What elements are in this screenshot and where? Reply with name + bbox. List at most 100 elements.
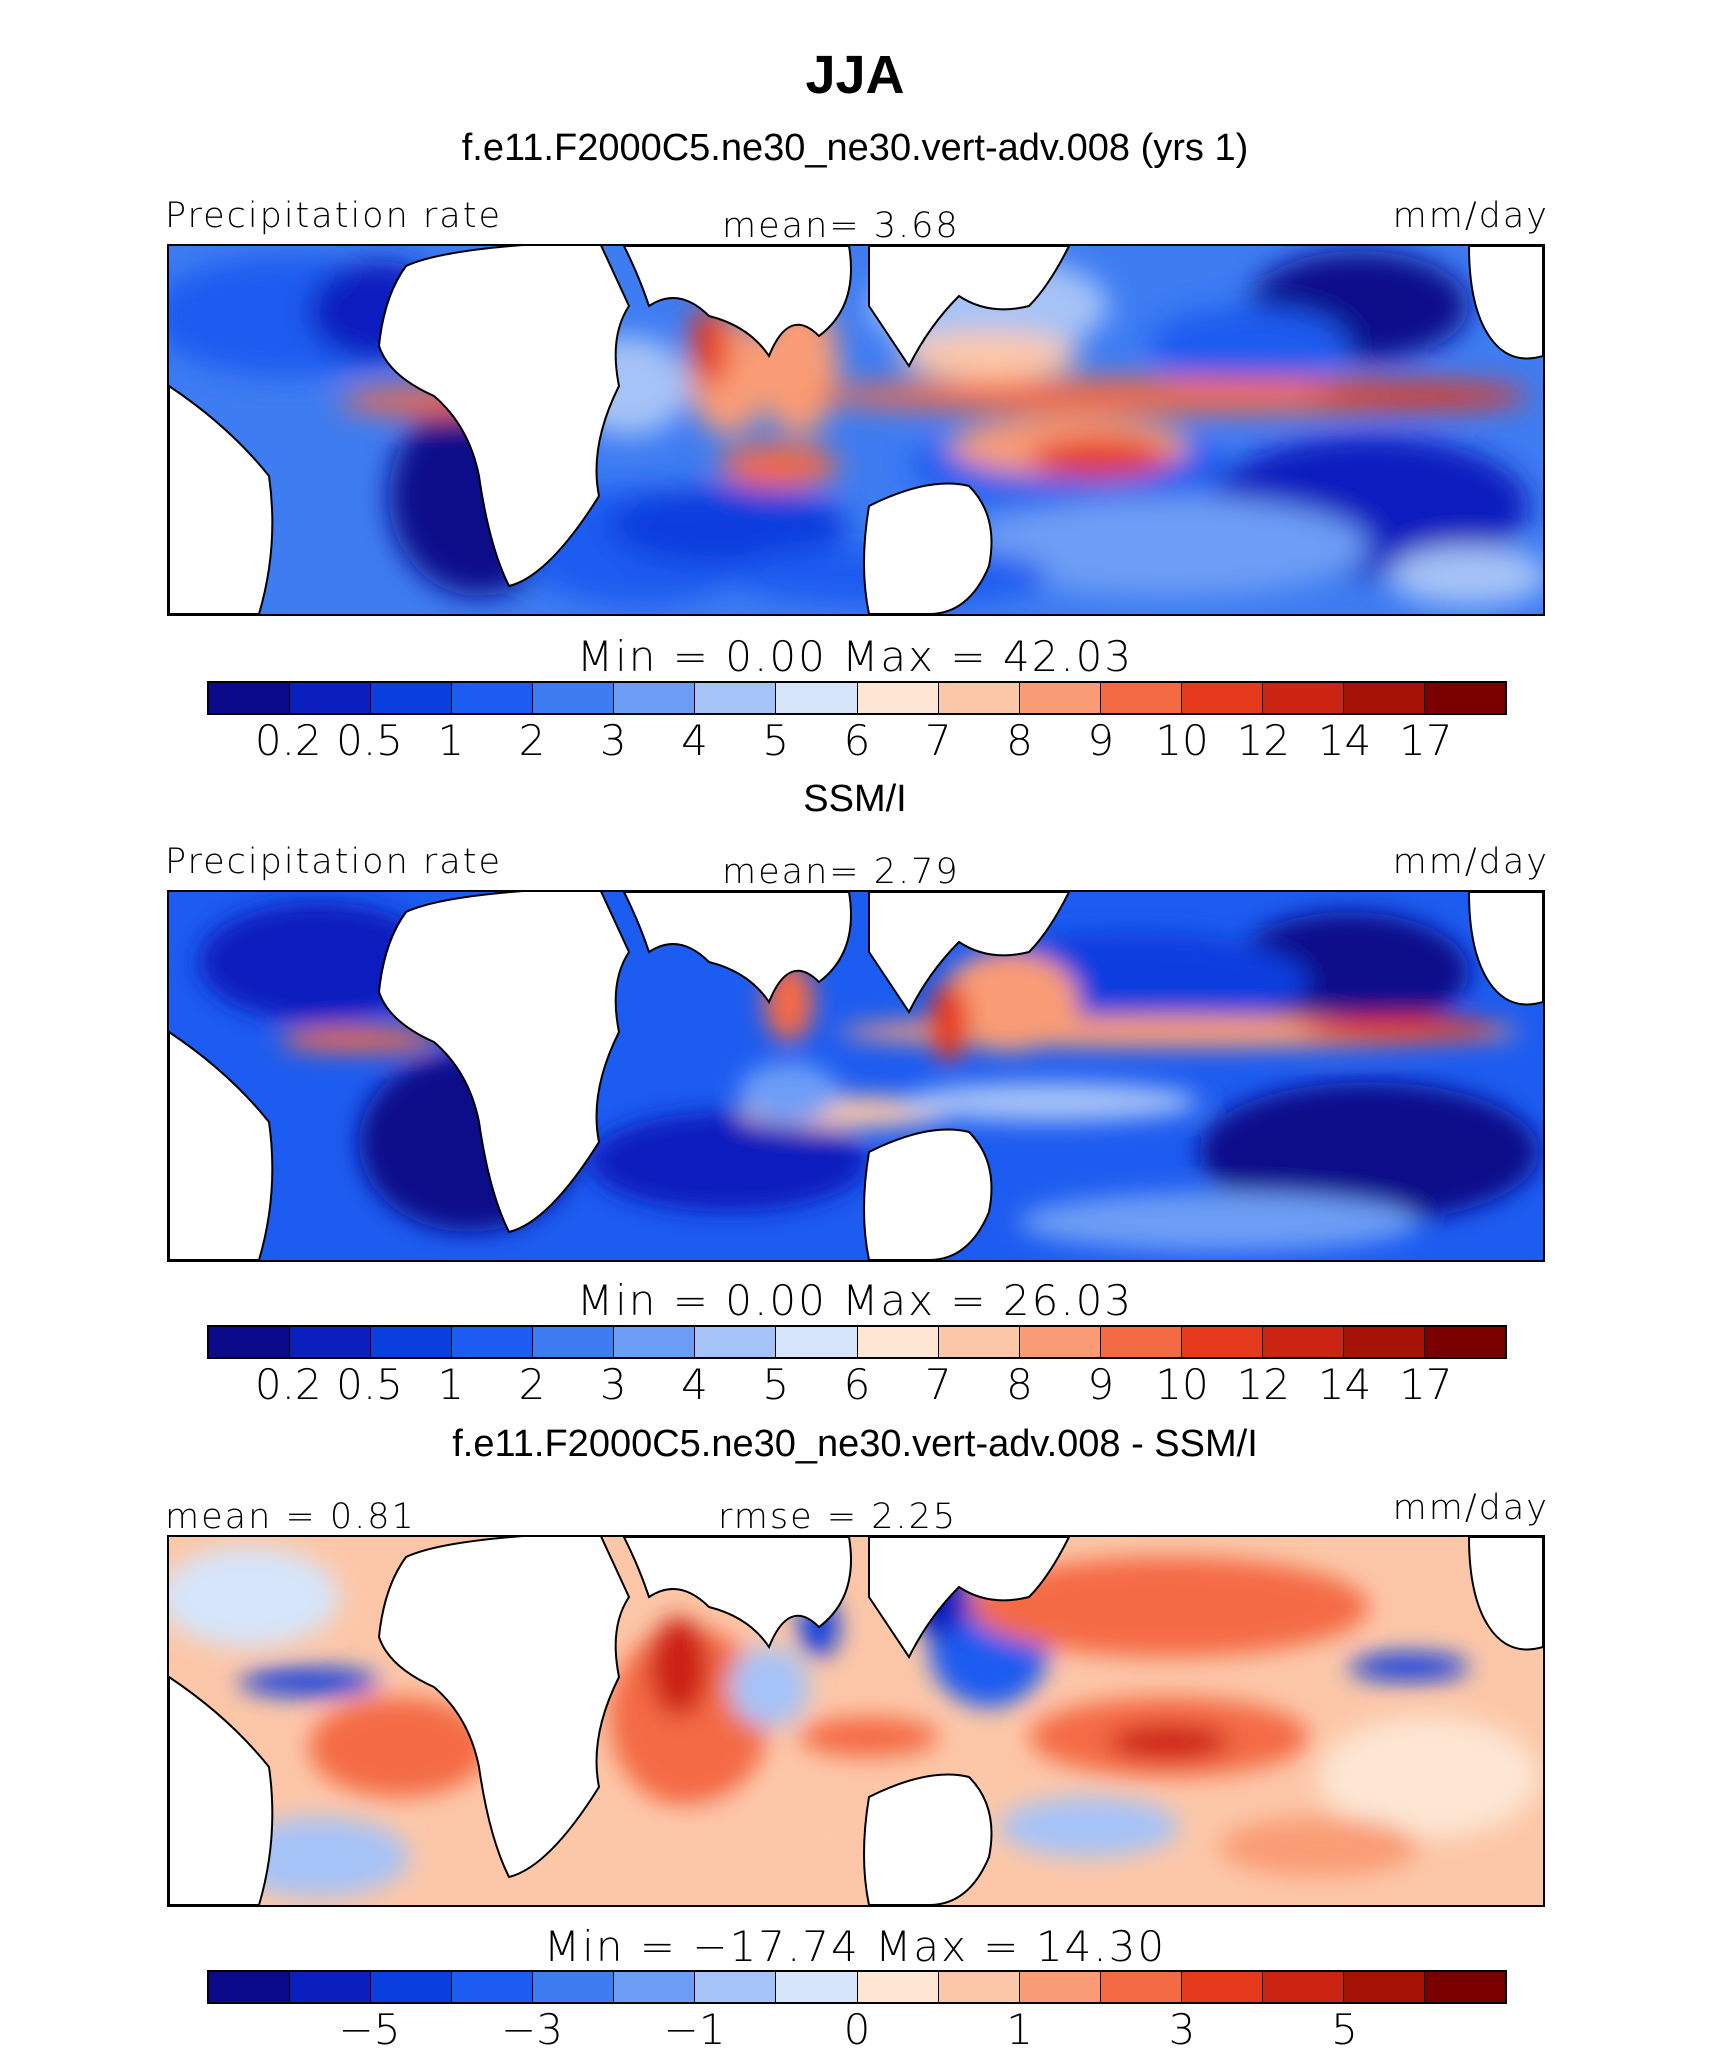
panel-1-minmax: Min = 0.00 Max = 42.03 (576, 632, 1134, 681)
panel-3-colorbar (207, 1970, 1507, 2004)
colorbar-tick-label: 3 (1168, 2005, 1196, 2054)
landmass-south-america (169, 384, 274, 614)
panel-2-variable-label: Precipitation rate (165, 842, 502, 882)
colorbar-swatch (857, 1327, 939, 1357)
colorbar-swatch (857, 1972, 939, 2002)
panel-2-units-label: mm/day (1392, 842, 1549, 882)
colorbar-swatch (1424, 683, 1505, 713)
colorbar-swatch (452, 1972, 534, 2002)
colorbar-swatch (857, 683, 939, 713)
colorbar-swatch (695, 1327, 777, 1357)
colorbar-tick-label: 10 (1155, 716, 1209, 765)
panel-2-map (167, 890, 1545, 1262)
colorbar-tick-label: 9 (1087, 1360, 1115, 1409)
landmass-south-america (169, 1030, 274, 1260)
colorbar-swatch (695, 683, 777, 713)
colorbar-tick-label: 0.2 (254, 716, 322, 765)
colorbar-tick-label: 2 (518, 716, 546, 765)
colorbar-swatch (938, 683, 1020, 713)
colorbar-tick-label: −5 (338, 2005, 401, 2054)
landmass-asia (622, 246, 852, 359)
colorbar-tick-label: 12 (1236, 716, 1290, 765)
colorbar-tick-label: 6 (843, 716, 871, 765)
panel-1-colorbar (207, 681, 1507, 715)
colorbar-tick-label: 2 (518, 1360, 546, 1409)
landmass-africa (377, 1537, 631, 1879)
colorbar-swatch (938, 1972, 1020, 2002)
colorbar-swatch (1181, 1972, 1263, 2002)
colorbar-tick-label: 0 (843, 2005, 871, 2054)
panel-3-units-label: mm/day (1392, 1488, 1549, 1528)
landmass-north-america (1467, 246, 1543, 360)
colorbar-tick-label: 1 (1006, 2005, 1033, 2054)
colorbar-tick-label: 14 (1317, 716, 1372, 765)
colorbar-tick-label: 5 (1331, 2005, 1358, 2054)
colorbar-tick-label: 1 (437, 1360, 465, 1409)
landmass-east-asia (868, 892, 1071, 1014)
colorbar-swatch (938, 1327, 1020, 1357)
colorbar-tick-label: 17 (1399, 716, 1453, 765)
colorbar-swatch (533, 1972, 615, 2002)
colorbar-tick-label: 3 (599, 716, 627, 765)
colorbar-tick-label: 6 (843, 1360, 871, 1409)
colorbar-swatch (1262, 1327, 1344, 1357)
colorbar-swatch (371, 1972, 453, 2002)
colorbar-swatch (452, 1327, 534, 1357)
panel-2-colorbar (207, 1325, 1507, 1359)
panel-2-map-svg (169, 892, 1543, 1260)
colorbar-tick-label: 0.2 (254, 1360, 322, 1409)
landmass-australia (863, 482, 993, 614)
panel-3-map (167, 1535, 1545, 1907)
colorbar-swatch (1424, 1972, 1505, 2002)
colorbar-tick-label: 14 (1317, 1360, 1372, 1409)
colorbar-swatch (1019, 1327, 1101, 1357)
colorbar-tick-label: 4 (681, 1360, 708, 1409)
colorbar-tick-label: 3 (599, 1360, 627, 1409)
colorbar-swatch (1343, 1972, 1425, 2002)
colorbar-swatch (1343, 683, 1425, 713)
landmass-north-america (1467, 892, 1543, 1006)
colorbar-tick-label: 17 (1399, 1360, 1453, 1409)
colorbar-swatch (614, 1972, 696, 2002)
colorbar-tick-label: 4 (681, 716, 708, 765)
colorbar-tick-label: 7 (924, 1360, 952, 1409)
landmass-africa (377, 246, 631, 588)
panel-3-map-svg (169, 1537, 1543, 1905)
colorbar-swatch (776, 1327, 858, 1357)
panel-1-map (167, 244, 1545, 616)
colorbar-swatch (776, 683, 858, 713)
panel-1-map-svg (169, 246, 1543, 614)
colorbar-tick-label: 8 (1006, 1360, 1033, 1409)
colorbar-swatch (452, 683, 534, 713)
panel-3-mean-label: mean = 0.81 (165, 1497, 416, 1537)
colorbar-tick-label: 9 (1087, 716, 1115, 765)
panel-2-title: SSM/I (803, 778, 907, 820)
colorbar-swatch (1100, 683, 1182, 713)
colorbar-tick-label: 5 (762, 716, 790, 765)
panel-3-title: f.e11.F2000C5.ne30_ne30.vert-adv.008 - S… (452, 1423, 1258, 1465)
colorbar-swatch (1343, 1327, 1425, 1357)
landmass-east-asia (868, 1537, 1071, 1659)
landmass-africa (377, 892, 631, 1234)
colorbar-swatch (695, 1972, 777, 2002)
colorbar-tick-label: 0.5 (336, 1360, 403, 1409)
colorbar-swatch (1019, 683, 1101, 713)
landmass-asia (622, 1537, 852, 1650)
colorbar-swatch (533, 1327, 615, 1357)
figure-title: JJA (805, 45, 905, 105)
colorbar-tick-label: 8 (1006, 716, 1033, 765)
colorbar-swatch (1100, 1327, 1182, 1357)
colorbar-tick-label: 5 (762, 1360, 790, 1409)
colorbar-swatch (1019, 1972, 1101, 2002)
colorbar-tick-label: −1 (663, 2005, 726, 2054)
panel-2-minmax: Min = 0.00 Max = 26.03 (576, 1276, 1134, 1325)
colorbar-swatch (1262, 1972, 1344, 2002)
colorbar-swatch (1262, 683, 1344, 713)
landmass-australia (863, 1773, 993, 1905)
colorbar-swatch (290, 1972, 372, 2002)
colorbar-swatch (776, 1972, 858, 2002)
landmass-asia (622, 892, 852, 1005)
panel-1-mean-label: mean= 3.68 (722, 206, 960, 246)
panel-1-units-label: mm/day (1392, 196, 1549, 236)
colorbar-tick-label: 10 (1155, 1360, 1209, 1409)
